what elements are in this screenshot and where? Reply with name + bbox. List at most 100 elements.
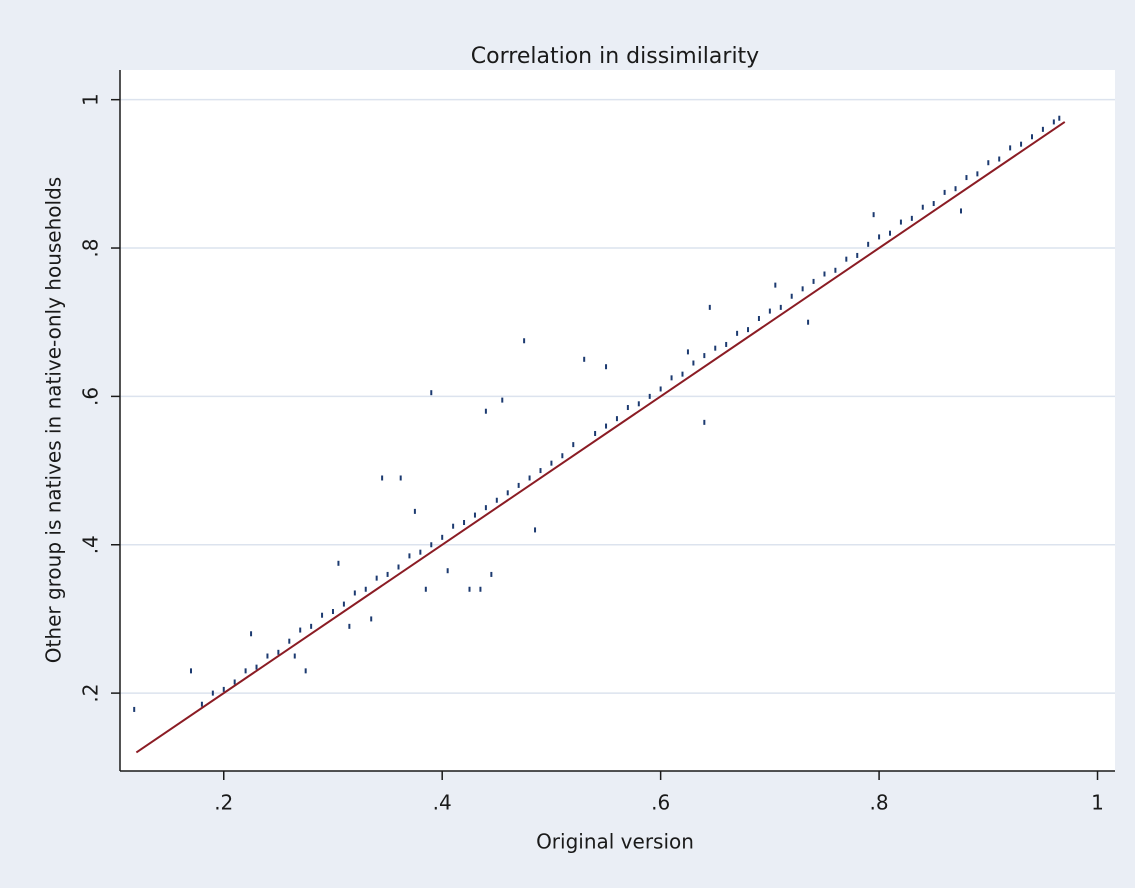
scatter-point [976, 171, 979, 177]
scatter-point [424, 586, 427, 592]
scatter-point [386, 571, 389, 577]
scatter-point [648, 393, 651, 399]
scatter-point [133, 706, 136, 712]
scatter-point [899, 219, 902, 225]
scatter-point [959, 208, 962, 214]
x-tick-label: .8 [870, 791, 889, 815]
scatter-point [681, 371, 684, 377]
scatter-point [834, 267, 837, 273]
scatter-point [277, 649, 280, 655]
marks [133, 115, 1066, 754]
scatter-point [446, 568, 449, 574]
axes: .2 .4 .6 .8 1 .2 .4 .6 .8 1 [79, 70, 1115, 815]
scatter-point [757, 316, 760, 322]
scatter-point [823, 271, 826, 277]
scatter-point [605, 423, 608, 429]
fit-line [135, 121, 1066, 754]
scatter-point [943, 189, 946, 195]
scatter-point [801, 286, 804, 292]
scatter-point [878, 234, 881, 240]
scatter-point [463, 519, 466, 525]
scatter-point [473, 512, 476, 518]
scatter-point [583, 356, 586, 362]
x-tick-label: .2 [214, 791, 233, 815]
scatter-point [348, 623, 351, 629]
scatter-point [419, 549, 422, 555]
scatter-point [331, 609, 334, 615]
scatter-point [413, 508, 416, 514]
scatter-point [1052, 119, 1055, 125]
scatter-point [686, 349, 689, 355]
y-tick-label: .2 [79, 684, 103, 703]
scatter-point [370, 616, 373, 622]
scatter-point [534, 527, 537, 533]
scatter-point [692, 360, 695, 366]
scatter-point [468, 586, 471, 592]
scatter-point [561, 453, 564, 459]
scatter-point [703, 419, 706, 425]
scatter-point [484, 408, 487, 414]
scatter-point [921, 204, 924, 210]
scatter-point [517, 482, 520, 488]
scatter-point [714, 345, 717, 351]
scatter-point [381, 475, 384, 481]
scatter-point [708, 304, 711, 310]
y-tick-label: .6 [79, 387, 103, 406]
scatter-point [337, 560, 340, 566]
scatter-point [954, 186, 957, 192]
scatter-point [987, 160, 990, 166]
scatter-point [211, 690, 214, 696]
scatter-point [856, 252, 859, 258]
x-tick-label: .6 [651, 791, 670, 815]
chart-title: Correlation in dissimilarity [471, 44, 759, 69]
scatter-point [845, 256, 848, 262]
scatter-point [304, 668, 307, 674]
scatter-point [495, 497, 498, 503]
scatter-point [397, 564, 400, 570]
scatter-point [430, 542, 433, 548]
scatter-point [539, 468, 542, 474]
scatter-point [605, 364, 608, 370]
scatter-point [430, 390, 433, 396]
scatter-point [965, 175, 968, 181]
scatter-point [200, 701, 203, 707]
scatter-point [1041, 126, 1044, 132]
scatter-point [222, 686, 225, 692]
scatter-point [501, 397, 504, 403]
scatter-point [615, 416, 618, 422]
scatter-point [375, 575, 378, 581]
scatter-point [441, 534, 444, 540]
scatter-point [321, 612, 324, 618]
scatter-point [768, 308, 771, 314]
scatter-point [998, 156, 1001, 162]
scatter-point [342, 601, 345, 607]
scatter-point [1058, 115, 1061, 121]
scatter-point [736, 330, 739, 336]
scatter-point [255, 664, 258, 670]
scatter-point [523, 338, 526, 344]
scatter-point [506, 490, 509, 496]
scatter-point [807, 319, 810, 325]
scatter-point [779, 304, 782, 310]
y-tick-label: 1 [79, 93, 103, 106]
scatter-point [479, 586, 482, 592]
scatter-point [932, 201, 935, 207]
scatter-point [774, 282, 777, 288]
scatter-point [266, 653, 269, 659]
scatter-point [528, 475, 531, 481]
scatter-point [233, 679, 236, 685]
y-tick-label: .8 [79, 238, 103, 257]
scatter-point [364, 586, 367, 592]
scatter-point [812, 278, 815, 284]
scatter-point [189, 668, 192, 674]
scatter-point [1030, 134, 1033, 140]
scatter-point [626, 405, 629, 411]
scatter-point [452, 523, 455, 529]
x-axis-title: Original version [536, 830, 694, 854]
scatter-point [550, 460, 553, 466]
scatter-point [670, 375, 673, 381]
x-tick-label: .4 [433, 791, 452, 815]
scatter-point [1020, 141, 1023, 147]
